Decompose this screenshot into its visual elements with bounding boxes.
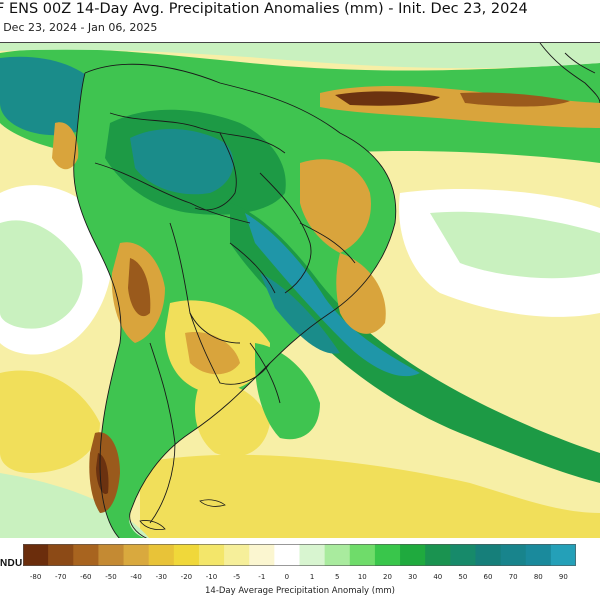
southeast-brazil-teal <box>260 273 340 354</box>
legend-tick-label: -50 <box>105 573 117 581</box>
legend-swatch <box>274 544 300 566</box>
africa-border <box>564 52 596 74</box>
uruguay-border <box>249 342 281 404</box>
paraguay-border <box>189 312 271 385</box>
west-pacific-pale-green-region <box>0 220 83 329</box>
state-border-1 <box>194 132 237 211</box>
falkland-islands <box>199 499 226 507</box>
eastern-brazil-dry <box>336 253 386 334</box>
legend-tick-label: 5 <box>334 573 340 581</box>
legend-tick-label: 70 <box>508 573 518 581</box>
legend-swatch <box>224 544 250 566</box>
southeast-pacific-yellow <box>0 370 100 473</box>
legend-swatch <box>299 544 326 566</box>
legend-tick-label: -60 <box>80 573 92 581</box>
northeast-brazil-dry <box>300 159 371 253</box>
legend-swatch <box>173 544 200 566</box>
map-canvas <box>0 43 600 539</box>
legend-swatch <box>450 544 476 566</box>
legend-tick-label: -10 <box>205 573 218 581</box>
sacz-teal-core <box>245 213 420 377</box>
legend-tick-label: -70 <box>54 573 67 581</box>
legend-tick-label: -1 <box>258 573 266 581</box>
legend-ticks: -80 -70 -60 -50 -40 -30 -20 -10 -5 -1 0 1 5 10 20 30 40 5… <box>23 573 576 585</box>
legend-tick-label: -5 <box>233 573 241 581</box>
country-borders <box>73 43 600 539</box>
legend-tick-label: 30 <box>408 573 418 581</box>
legend-tick-label: -80 <box>29 573 42 581</box>
tierra-del-fuego <box>139 520 166 530</box>
legend-swatch <box>73 544 99 566</box>
legend-colorbar <box>23 544 576 566</box>
legend-swatch <box>324 544 351 566</box>
legend-swatch <box>500 544 527 566</box>
legend-swatch <box>475 544 502 566</box>
ecuador-coast-dry <box>52 122 79 170</box>
legend-tick-label: 60 <box>483 573 493 581</box>
legend-swatch <box>148 544 175 566</box>
legend-swatch <box>198 544 225 566</box>
legend-tick-label: 1 <box>309 573 315 581</box>
chile-argentina-border <box>149 342 176 524</box>
legend-tick-label: 50 <box>458 573 468 581</box>
northern-border <box>109 112 286 154</box>
state-border-2 <box>259 172 312 294</box>
uruguay-wet-region <box>255 343 320 440</box>
legend-tick-label: 40 <box>433 573 443 581</box>
legend-swatch <box>349 544 376 566</box>
legend-swatch <box>400 544 426 566</box>
conduit-logo: NDUIT <box>0 558 33 569</box>
legend-tick-label: 20 <box>383 573 392 581</box>
northwest-teal-region <box>0 56 103 136</box>
paraguay-dry-core <box>185 332 240 375</box>
legend-swatch <box>374 544 401 566</box>
legend: NDUIT -80 -70 -60 -50 -40 -30 -20 -10 -5 -1 0 1 5 10 2… <box>0 538 600 600</box>
legend-swatch <box>550 544 576 566</box>
patagonia-dark-core <box>96 453 109 494</box>
peru-brazil-border <box>94 162 251 224</box>
legend-swatch <box>123 544 150 566</box>
precipitation-map <box>0 42 600 539</box>
west-coastline <box>73 72 122 539</box>
legend-swatch <box>98 544 125 566</box>
amazon-teal-core <box>130 128 234 195</box>
legend-swatch <box>48 544 74 566</box>
legend-tick-label: 80 <box>533 573 543 581</box>
legend-tick-label: 0 <box>284 573 290 581</box>
legend-tick-label: -30 <box>155 573 168 581</box>
legend-tick-label: -20 <box>180 573 193 581</box>
bolivia-border <box>169 222 241 344</box>
legend-tick-label: 10 <box>357 573 367 581</box>
map-subtitle: : Dec 23, 2024 - Jan 06, 2025 <box>0 21 158 34</box>
south-atlantic-pale-green-band <box>430 211 600 279</box>
state-border-3 <box>299 222 356 264</box>
state-border-4 <box>229 242 276 294</box>
africa-coastline <box>539 43 600 104</box>
andes-brown-core <box>128 258 151 317</box>
legend-swatch <box>249 544 275 566</box>
legend-swatch <box>23 544 49 566</box>
legend-swatch <box>525 544 552 566</box>
map-title: F ENS 00Z 14-Day Avg. Precipitation Anom… <box>0 1 528 17</box>
east-coastline <box>84 63 397 539</box>
legend-outline <box>23 544 576 566</box>
legend-swatch <box>425 544 451 566</box>
legend-label: 14-Day Average Precipitation Anomaly (mm… <box>205 586 395 596</box>
northern-edge-pale <box>0 43 600 69</box>
header: F ENS 00Z 14-Day Avg. Precipitation Anom… <box>0 0 600 42</box>
north-atlantic-dark-dry-core <box>335 91 440 106</box>
south-yellow-region <box>140 454 600 539</box>
legend-tick-label: 90 <box>558 573 568 581</box>
argentina-dry <box>195 382 270 457</box>
east-atlantic-dry-core <box>460 92 570 107</box>
legend-tick-label: -40 <box>130 573 142 581</box>
